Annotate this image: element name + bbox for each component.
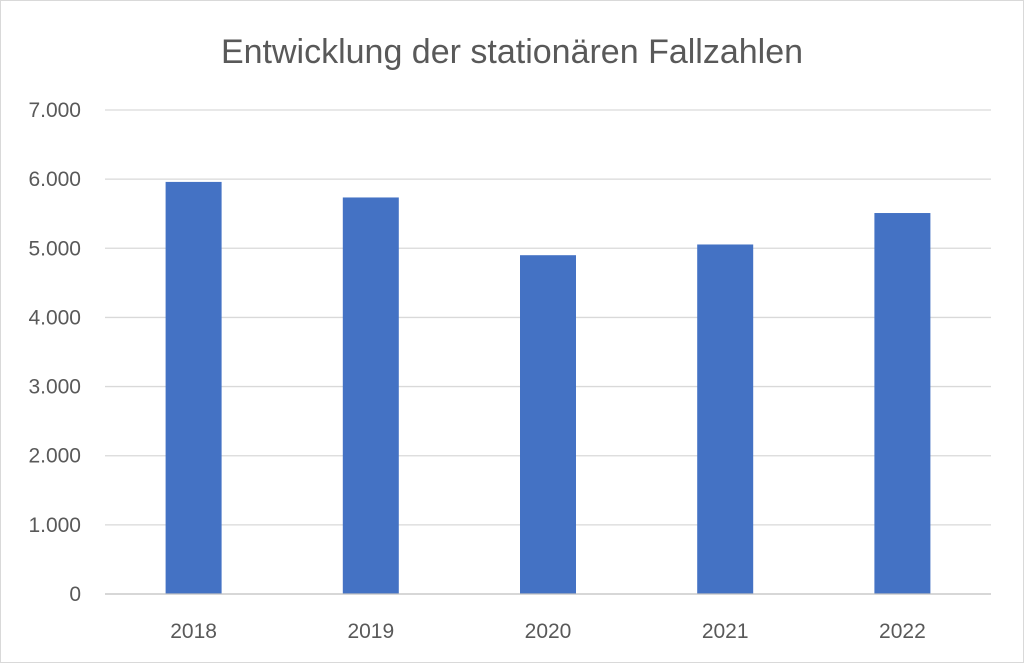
y-tick-label: 2.000 [28, 445, 81, 468]
y-tick-label: 4.000 [28, 306, 81, 329]
bar-2018 [165, 181, 222, 594]
y-tick-label: 6.000 [28, 168, 81, 191]
bar-2019 [342, 197, 399, 595]
bars [165, 181, 931, 595]
x-axis-tick-labels: 2018 2019 2020 2021 2022 [170, 620, 926, 643]
y-tick-label: 0 [69, 583, 81, 606]
y-tick-label: 5.000 [28, 237, 81, 260]
y-tick-label: 1.000 [28, 514, 81, 537]
x-tick-label: 2018 [170, 620, 217, 643]
x-tick-label: 2021 [702, 620, 749, 643]
y-tick-label: 3.000 [28, 376, 81, 399]
bar-2022 [874, 213, 931, 594]
bar-2021 [697, 244, 754, 595]
y-tick-label: 7.000 [28, 99, 81, 122]
x-tick-label: 2022 [879, 620, 926, 643]
y-axis-tick-labels: 0 1.000 2.000 3.000 4.000 5.000 6.000 7.000 [28, 99, 81, 606]
x-tick-label: 2019 [347, 620, 394, 643]
bar-2020 [520, 255, 576, 594]
chart-title: Entwicklung der stationären Fallzahlen [221, 33, 803, 71]
x-tick-label: 2020 [525, 620, 572, 643]
